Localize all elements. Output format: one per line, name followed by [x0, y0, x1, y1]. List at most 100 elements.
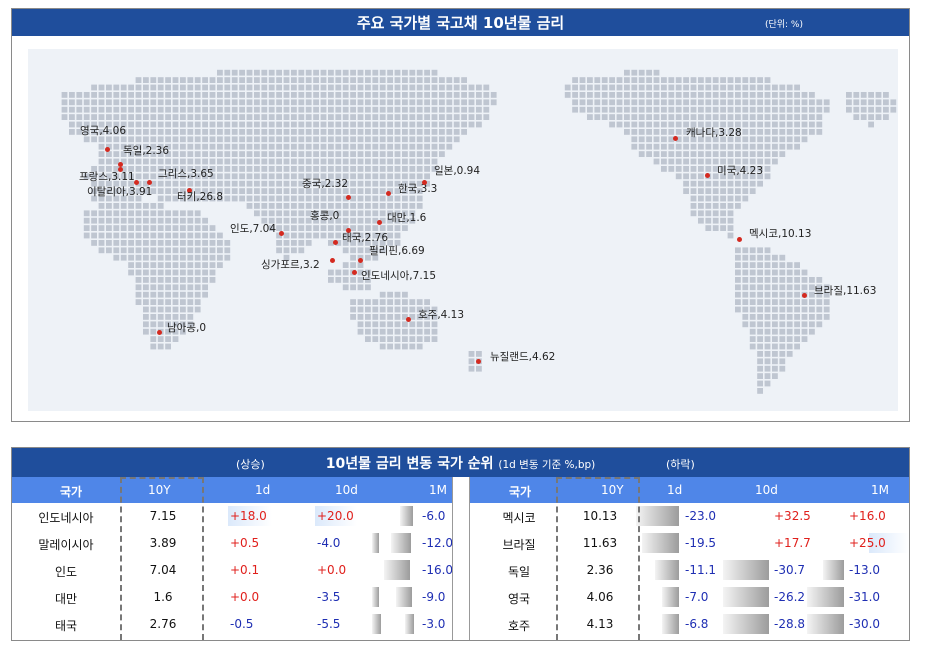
change-10d-cell: -28.8	[774, 617, 806, 631]
map-marker-label: 호주,4.13	[418, 309, 465, 321]
map-marker-dot	[329, 257, 335, 263]
table-row: 독일 2.36 -11.1 -30.7 -13.0	[469, 557, 909, 584]
change-bar	[315, 506, 357, 526]
change-bar	[822, 560, 844, 580]
change-bar	[372, 533, 380, 553]
change-10d-cell: -3.5	[317, 590, 341, 604]
map-marker-dot	[801, 292, 807, 298]
change-bar	[390, 533, 411, 553]
map-marker-dot	[186, 187, 192, 193]
map-unit-label: (단위: %)	[764, 20, 803, 30]
rising-label: (상승)	[236, 458, 265, 471]
change-1m-cell: +25.0	[849, 536, 886, 550]
change-1d-cell: -11.1	[685, 563, 717, 577]
change-1d-cell: +0.1	[230, 563, 260, 577]
table-row: 인도 7.04 +0.1 +0.0 -16.0	[12, 557, 454, 584]
map-marker-dot	[357, 257, 363, 263]
map-marker-dot	[117, 166, 123, 172]
change-bar	[869, 533, 909, 553]
map-marker-dot	[385, 190, 391, 196]
yield-10y-cell: 10.13	[582, 509, 618, 523]
country-cell: 브라질	[502, 538, 536, 552]
yield-10y-cell: 2.76	[149, 617, 177, 631]
yield-10y-cell: 7.04	[149, 563, 177, 577]
country-cell: 태국	[54, 619, 78, 633]
change-bar	[641, 533, 679, 553]
map-marker-label: 인도,7.04	[230, 223, 277, 235]
col-country: 국가	[60, 485, 83, 499]
map-marker-label: 한국,3.3	[398, 183, 438, 195]
change-1d-cell: +0.5	[230, 536, 260, 550]
map-marker-label: 태국,2.76	[342, 232, 389, 244]
country-cell: 대만	[54, 592, 78, 606]
yield-10y-cell: 3.89	[149, 536, 177, 550]
change-10d-cell: +20.0	[317, 509, 354, 523]
table-row: 인도네시아 7.15 +18.0 +20.0 -6.0	[12, 503, 452, 530]
world-map	[28, 49, 898, 411]
map-marker-label: 홍콩,0	[310, 210, 340, 222]
change-1d-cell: -23.0	[685, 509, 717, 523]
change-bar	[372, 614, 381, 634]
map-marker-dot	[672, 135, 678, 141]
ranking-title: 10년물 금리 변동 국가 순위 (1d 변동 기준 %,bp)	[12, 453, 909, 473]
col-10y: 10Y	[148, 483, 171, 497]
country-cell: 인도	[54, 565, 78, 579]
change-bar	[807, 614, 844, 634]
col-country: 국가	[509, 485, 532, 499]
col-1m: 1M	[429, 483, 447, 497]
highlight-10y-rising	[120, 477, 204, 640]
map-marker-label: 필리핀,6.69	[369, 245, 425, 257]
map-marker-label: 그리스,3.65	[158, 168, 214, 180]
change-1m-cell: -31.0	[849, 590, 881, 604]
change-1d-cell: -0.5	[230, 617, 254, 631]
world-map-panel: 주요 국가별 국고채 10년물 금리 (단위: %) 영국,4.06 독일,2.3…	[11, 8, 910, 422]
change-1m-cell: -30.0	[849, 617, 881, 631]
table-row: 대만 1.6 +0.0 -3.5 -9.0	[12, 584, 452, 611]
map-marker-label: 독일,2.36	[123, 145, 170, 157]
highlight-10y-falling	[556, 477, 640, 640]
change-10d-cell: -30.7	[774, 563, 806, 577]
map-marker-dot	[117, 161, 123, 167]
change-1m-cell: -13.0	[849, 563, 881, 577]
change-1d-cell: -6.8	[685, 617, 709, 631]
change-bar	[400, 506, 413, 526]
map-marker-label: 터키,26.8	[177, 191, 224, 203]
highlight-10y-top	[556, 477, 640, 479]
rising-column-header: 국가 10Y 1d 10d 1M	[12, 477, 452, 503]
change-1m-cell: -3.0	[422, 617, 446, 631]
change-10d-cell: +17.7	[774, 536, 811, 550]
yield-10y-cell: 4.13	[586, 617, 614, 631]
col-10d: 10d	[335, 483, 358, 497]
map-marker-label: 프랑스,3.11	[79, 171, 135, 183]
falling-label: (하락)	[666, 458, 695, 471]
change-bar	[384, 560, 410, 580]
table-row: 호주 4.13 -6.8 -28.8 -30.0	[469, 611, 909, 638]
map-marker-dot	[351, 269, 357, 275]
change-1d-cell: -7.0	[685, 590, 709, 604]
table-row: 영국 4.06 -7.0 -26.2 -31.0	[469, 584, 909, 611]
map-marker-label: 캐나다,3.28	[686, 127, 742, 139]
falling-column-header: 국가 10Y 1d 10d 1M	[469, 477, 909, 503]
world-map-dots	[61, 69, 897, 394]
map-marker-dot	[146, 179, 152, 185]
change-bar	[405, 614, 414, 634]
map-marker-dot	[278, 230, 284, 236]
map-title: 주요 국가별 국고채 10년물 금리	[356, 14, 565, 32]
map-marker-label: 뉴질랜드,4.62	[490, 351, 556, 363]
col-10d: 10d	[755, 483, 778, 497]
table-row: 말레이시아 3.89 +0.5 -4.0 -12.0	[12, 530, 453, 557]
col-1m: 1M	[871, 483, 889, 497]
change-bar	[228, 506, 272, 526]
change-10d-cell: +0.0	[317, 563, 347, 577]
country-cell: 독일	[507, 565, 531, 579]
change-1m-cell: -16.0	[422, 563, 454, 577]
map-marker-dot	[332, 239, 338, 245]
change-bar	[723, 614, 769, 634]
change-bar	[807, 587, 844, 607]
falling-table: 멕시코 10.13 -23.0 +32.5 +16.0 브라질 11.63 -19.5 +17.…	[469, 503, 909, 640]
table-row: 브라질 11.63 -19.5 +17.7 +25.0	[469, 530, 909, 557]
yield-10y-cell: 7.15	[149, 509, 177, 523]
ranking-title-text: 10년물 금리 변동 국가 순위	[325, 456, 494, 472]
change-bar	[723, 560, 769, 580]
table-row: 멕시코 10.13 -23.0 +32.5 +16.0	[469, 503, 909, 530]
